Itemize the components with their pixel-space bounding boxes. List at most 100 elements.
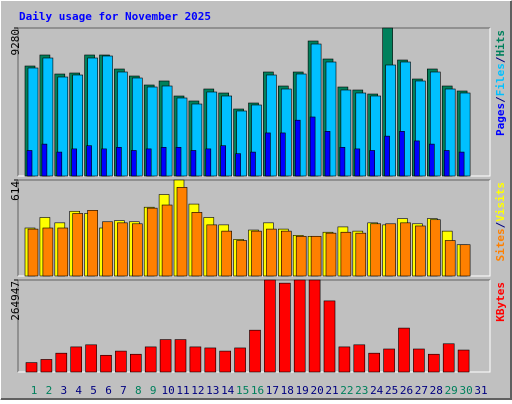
bar (191, 212, 203, 277)
bar (294, 119, 301, 177)
x-tick-label: 14 (221, 384, 235, 397)
legend-separator: / (494, 96, 507, 103)
bar (161, 204, 173, 277)
x-tick-label: 3 (60, 384, 67, 397)
x-tick-label: 18 (281, 384, 294, 397)
bar (251, 104, 262, 177)
bar (415, 225, 426, 277)
bar (146, 86, 158, 177)
legend-entry: Pages (494, 103, 507, 136)
bar (264, 279, 276, 373)
legend-entry: Hits (494, 30, 507, 57)
bar (429, 71, 441, 177)
bar (355, 92, 367, 177)
chart-title: Daily usage for November 2025 (19, 10, 211, 23)
bar (174, 339, 187, 373)
legend-separator: / (494, 56, 507, 63)
bar (325, 232, 337, 277)
legend-entry: KBytes (494, 282, 507, 322)
bar (221, 95, 232, 177)
bar (86, 145, 92, 177)
bar (250, 151, 256, 177)
bar (338, 346, 351, 373)
bar (117, 222, 128, 277)
bar (27, 228, 39, 277)
bar (41, 143, 48, 177)
bar (280, 230, 292, 277)
x-tick-label: 22 (340, 384, 353, 397)
bar (205, 148, 212, 177)
bar (385, 64, 396, 177)
legend-entry: Sites (494, 228, 507, 261)
bar (368, 352, 381, 373)
bar (131, 150, 137, 177)
x-tick-label: 20 (310, 384, 323, 397)
bar (159, 339, 172, 373)
bar (400, 61, 411, 177)
bar (339, 146, 346, 177)
bar (190, 150, 197, 177)
x-tick-label: 15 (236, 384, 249, 397)
x-tick-label: 23 (355, 384, 368, 397)
x-tick-label: 17 (266, 384, 279, 397)
bar (132, 223, 143, 277)
bar (310, 235, 322, 277)
bar (236, 240, 247, 277)
bar (42, 57, 54, 177)
x-tick-label: 26 (400, 384, 413, 397)
x-tick-label: 1 (31, 384, 38, 397)
bar (26, 150, 33, 177)
bar (324, 131, 331, 177)
bar (428, 143, 435, 177)
bar (340, 89, 352, 177)
x-tick-label: 7 (120, 384, 127, 397)
bar (189, 346, 202, 373)
bar (56, 151, 63, 177)
bar (117, 71, 128, 177)
bar (176, 97, 188, 177)
bar (204, 347, 217, 373)
bar (444, 88, 456, 177)
bar (40, 359, 53, 373)
bar (385, 223, 396, 277)
x-tick-label: 10 (161, 384, 174, 397)
x-tick-label: 21 (325, 384, 338, 397)
bar (249, 329, 261, 373)
bar (116, 146, 122, 177)
bar (279, 132, 286, 177)
bar (72, 74, 83, 177)
bar (146, 207, 158, 277)
bar (87, 57, 98, 177)
bar (295, 235, 307, 277)
legend: Sites/Visits (494, 182, 507, 262)
bar (175, 146, 182, 177)
bar (384, 135, 390, 177)
bar (413, 348, 425, 373)
bar (459, 244, 471, 277)
x-tick-label: 28 (430, 384, 443, 397)
y-tick-label: 9280 (9, 29, 22, 56)
x-tick-label: 8 (135, 384, 142, 397)
bar (236, 110, 247, 177)
bar (206, 91, 218, 177)
bar (398, 327, 410, 373)
bar (160, 146, 167, 177)
bar (399, 131, 405, 177)
bar (101, 148, 107, 177)
x-tick-label: 19 (296, 384, 309, 397)
bar (310, 43, 322, 177)
bar (278, 282, 291, 373)
bar (265, 132, 271, 177)
bar (354, 148, 361, 177)
bar (429, 219, 441, 277)
x-tick-label: 4 (75, 384, 82, 397)
bar (353, 344, 366, 373)
bar (55, 352, 68, 373)
bar (145, 148, 152, 177)
bar (293, 279, 306, 373)
bar (100, 354, 112, 373)
bar (325, 61, 337, 177)
bar (280, 88, 292, 177)
